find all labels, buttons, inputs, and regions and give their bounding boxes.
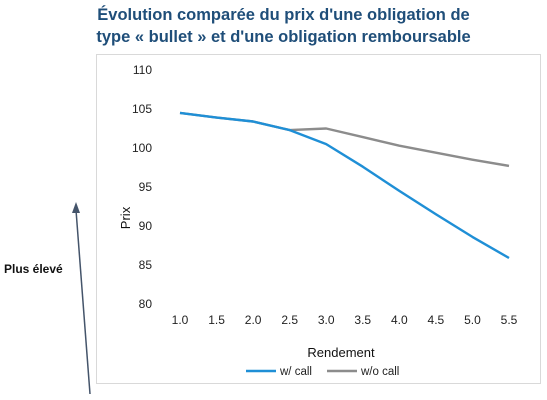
x-tick-label: 4.5 bbox=[428, 313, 445, 327]
legend-label: w/o call bbox=[360, 366, 399, 378]
y-tick-label: 95 bbox=[139, 180, 153, 194]
x-tick-label: 3.5 bbox=[354, 313, 371, 327]
legend: w/ call w/o call bbox=[246, 366, 399, 378]
x-tick-label: 2.5 bbox=[281, 313, 298, 327]
y-tick-label: 110 bbox=[133, 63, 152, 77]
x-tick-label: 4.0 bbox=[391, 313, 408, 327]
chart-title: Évolution comparée du prix d'une obligat… bbox=[20, 4, 547, 48]
y-tick-label: 100 bbox=[132, 141, 152, 155]
y-tick-label: 80 bbox=[139, 297, 153, 311]
x-tick-label: 1.0 bbox=[172, 313, 189, 327]
y-tick-label: 85 bbox=[139, 258, 153, 272]
y-tick-label: 105 bbox=[132, 102, 152, 116]
x-tick-label: 1.5 bbox=[208, 313, 225, 327]
chart-frame bbox=[96, 54, 541, 384]
side-label: Plus élevé bbox=[4, 262, 63, 276]
series-lines bbox=[179, 111, 510, 260]
y-axis-ticks: 80 85 90 95 100 105 110 bbox=[132, 63, 152, 311]
series-line-w-o-call bbox=[179, 111, 510, 168]
y-tick-label: 90 bbox=[139, 219, 153, 233]
x-axis-ticks: 1.0 1.5 2.0 2.5 3.0 3.5 4.0 4.5 5.0 5.5 bbox=[172, 313, 518, 327]
legend-label: w/ call bbox=[279, 366, 312, 378]
x-tick-label: 3.0 bbox=[318, 313, 335, 327]
chart-title-line-2: type « bullet » et d'une obligation remb… bbox=[96, 28, 471, 46]
y-axis-title: Prix bbox=[118, 206, 133, 229]
x-axis-title: Rendement bbox=[307, 345, 375, 360]
series-line-w-call bbox=[179, 111, 510, 260]
x-tick-label: 2.0 bbox=[245, 313, 262, 327]
x-tick-label: 5.0 bbox=[464, 313, 481, 327]
chart-title-line-1: Évolution comparée du prix d'une obligat… bbox=[97, 6, 470, 24]
x-tick-label: 5.5 bbox=[501, 313, 518, 327]
up-arrow-icon bbox=[72, 202, 91, 395]
